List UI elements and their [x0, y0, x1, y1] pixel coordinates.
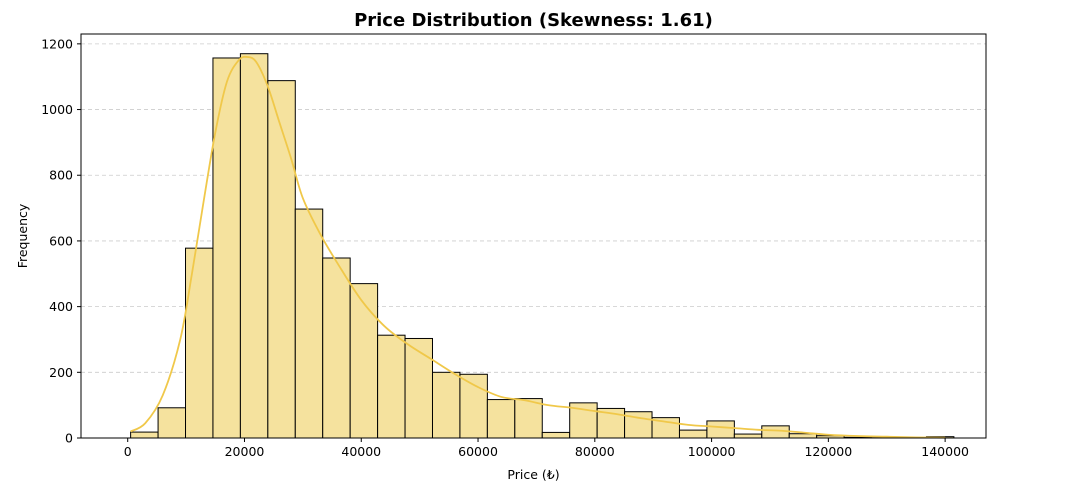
x-tick-label: 60000	[458, 444, 498, 459]
y-tick-label: 200	[49, 365, 73, 380]
x-tick-label: 40000	[341, 444, 381, 459]
x-tick-label: 20000	[225, 444, 265, 459]
y-tick-label: 600	[49, 233, 73, 248]
histogram-bar	[131, 432, 158, 438]
histogram-bar	[268, 81, 295, 438]
histogram-bar	[789, 434, 816, 438]
histogram-bar	[432, 372, 459, 438]
histogram-bar	[158, 408, 185, 438]
histogram-bar	[679, 430, 706, 438]
y-tick-label: 1000	[41, 102, 73, 117]
x-axis-ticks: 0 20000 40000 60000 80000 100000 120000 140000	[124, 438, 969, 459]
x-tick-label: 80000	[575, 444, 615, 459]
x-tick-label: 100000	[688, 444, 736, 459]
y-tick-label: 800	[49, 168, 73, 183]
histogram-bar	[240, 54, 267, 438]
chart-title: Price Distribution (Skewness: 1.61)	[354, 10, 713, 31]
histogram-bar	[515, 399, 542, 438]
y-tick-label: 1200	[41, 36, 73, 51]
histogram-bars	[131, 54, 954, 438]
histogram-bar	[707, 421, 734, 438]
histogram-bar	[542, 432, 569, 438]
histogram-bar	[350, 284, 377, 438]
x-tick-label: 0	[124, 444, 132, 459]
y-tick-label: 0	[65, 431, 73, 446]
histogram-bar	[323, 258, 350, 438]
y-tick-label: 400	[49, 299, 73, 314]
x-tick-label: 120000	[804, 444, 852, 459]
histogram-bar	[295, 209, 322, 438]
y-axis-ticks: 0 200 400 600 800 1000 1200	[41, 36, 81, 445]
x-axis-label: Price (₺)	[507, 467, 559, 482]
histogram-bar	[213, 58, 240, 438]
histogram-bar	[487, 400, 514, 438]
histogram-bar	[734, 434, 761, 438]
histogram-bar	[378, 335, 405, 438]
x-tick-label: 140000	[921, 444, 969, 459]
histogram-bar	[186, 248, 213, 438]
y-axis-label: Frequency	[15, 203, 30, 268]
histogram-bar	[762, 426, 789, 438]
histogram-bar	[405, 338, 432, 438]
